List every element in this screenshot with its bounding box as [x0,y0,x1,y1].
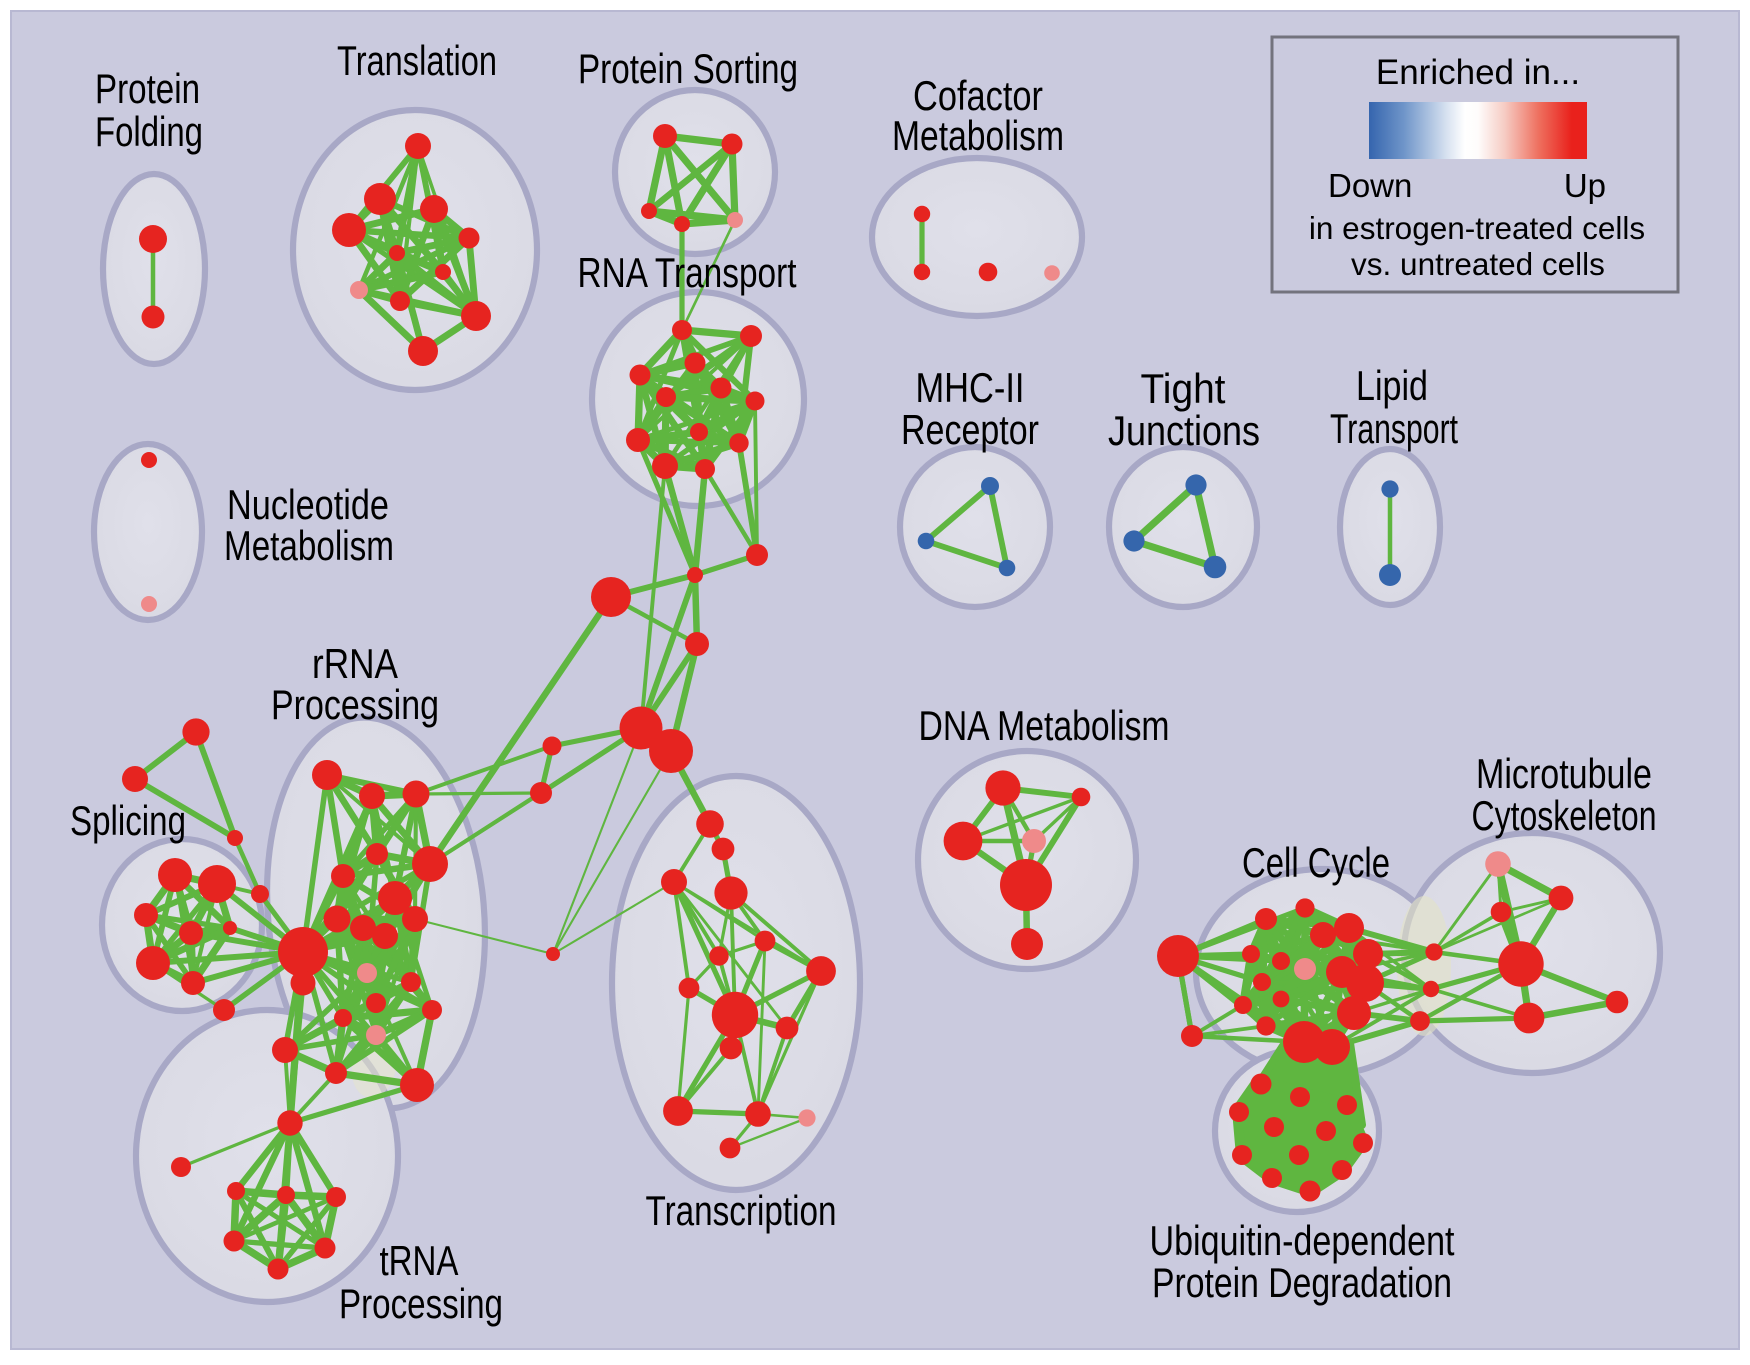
svg-text:Folding: Folding [95,108,203,155]
svg-text:Down: Down [1328,167,1412,204]
svg-text:Transport: Transport [1330,405,1458,452]
svg-text:Processing: Processing [271,681,439,728]
svg-text:tRNA: tRNA [380,1237,459,1284]
svg-text:Enriched in...: Enriched in... [1376,53,1580,92]
svg-text:Lipid: Lipid [1356,362,1428,409]
svg-text:Nucleotide: Nucleotide [227,481,389,528]
svg-text:vs. untreated cells: vs. untreated cells [1351,246,1605,282]
svg-text:Protein: Protein [95,65,200,112]
svg-text:RNA Transport: RNA Transport [578,249,797,296]
svg-text:Protein Sorting: Protein Sorting [578,45,798,92]
svg-text:Metabolism: Metabolism [892,112,1064,159]
svg-text:in estrogen-treated cells: in estrogen-treated cells [1309,210,1645,246]
svg-text:Microtubule: Microtubule [1476,750,1652,797]
svg-text:Tight: Tight [1141,365,1226,412]
svg-text:Transcription: Transcription [646,1187,837,1234]
svg-text:Splicing: Splicing [70,797,186,844]
svg-text:Processing: Processing [339,1280,503,1327]
svg-text:Junctions: Junctions [1108,407,1260,454]
svg-text:Up: Up [1564,167,1606,204]
svg-text:DNA Metabolism: DNA Metabolism [919,702,1170,749]
svg-text:Receptor: Receptor [901,406,1039,453]
svg-text:rRNA: rRNA [312,640,398,687]
svg-text:Protein Degradation: Protein Degradation [1152,1259,1452,1306]
svg-text:Cofactor: Cofactor [913,72,1043,119]
svg-text:Metabolism: Metabolism [224,522,394,569]
svg-text:Translation: Translation [337,37,497,84]
svg-text:MHC-II: MHC-II [916,364,1025,411]
svg-text:Cytoskeleton: Cytoskeleton [1472,792,1657,839]
svg-text:Ubiquitin-dependent: Ubiquitin-dependent [1150,1217,1455,1264]
svg-text:Cell Cycle: Cell Cycle [1242,839,1390,886]
